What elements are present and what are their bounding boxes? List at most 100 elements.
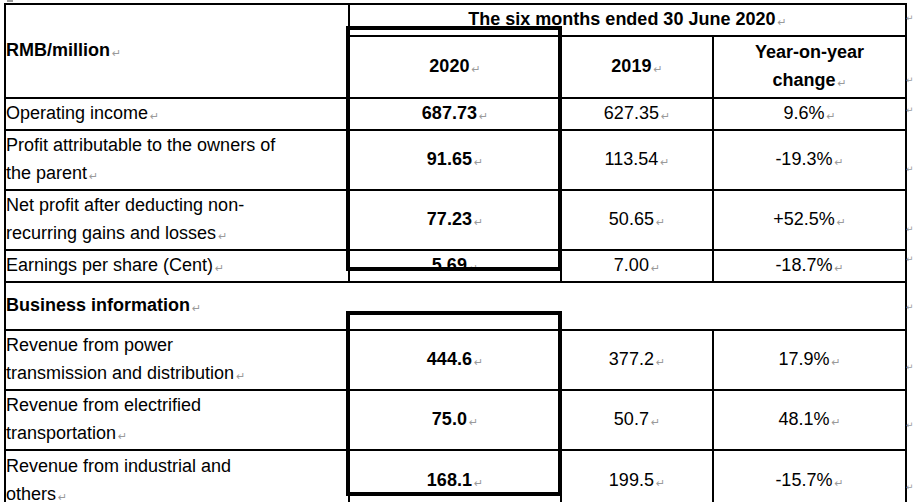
value-change-cell: -18.7%↵: [713, 250, 906, 282]
paragraph-mark-icon: ↵: [777, 16, 786, 28]
column-header-2019-label: 2019: [611, 56, 651, 76]
value-2020-cell: 444.6↵: [349, 330, 561, 390]
value-change: 9.6%: [783, 103, 824, 123]
value-2020-cell: 91.65↵: [349, 130, 561, 190]
row-label-cell: Operating income↵: [5, 98, 349, 130]
value-2020-cell: 168.1↵: [349, 450, 561, 502]
section-header-cell: Business information↵: [5, 282, 906, 330]
financial-results-table: RMB/million↵ The six months ended 30 Jun…: [4, 3, 907, 502]
row-end-mark-icon: ↵: [906, 76, 914, 85]
row-label-cell: Profit attributable to the owners of the…: [5, 130, 349, 190]
paragraph-mark-icon: ↵: [661, 110, 670, 122]
paragraph-mark-icon: ↵: [474, 216, 483, 228]
column-header-2020-label: 2020: [429, 56, 469, 76]
row-label: Revenue from industrial and others: [6, 456, 231, 502]
value-change: 17.9%: [778, 349, 829, 369]
row-end-mark-icon: ↵: [906, 421, 914, 430]
value-2020-cell: 75.0↵: [349, 390, 561, 450]
paragraph-mark-icon: ↵: [112, 47, 121, 59]
column-header-2020: 2020↵: [349, 36, 561, 98]
paragraph-mark-icon: ↵: [58, 491, 67, 502]
table-row: Revenue from power transmission and dist…: [5, 330, 906, 390]
value-2019: 113.54: [605, 149, 659, 169]
paragraph-mark-icon: ↵: [834, 477, 843, 489]
row-label-cell: Earnings per share (Cent)↵: [5, 250, 349, 282]
table-row: Revenue from electrified transportation↵…: [5, 390, 906, 450]
value-2020: 687.73: [422, 103, 477, 123]
value-change: -15.7%: [775, 470, 832, 490]
paragraph-mark-icon: ↵: [215, 262, 224, 274]
column-header-change: Year-on-year change↵: [713, 36, 906, 98]
paragraph-mark-icon: ↵: [474, 356, 483, 368]
value-2019-cell: 199.5↵: [561, 450, 713, 502]
value-change-cell: 48.1%↵: [713, 390, 906, 450]
paragraph-mark-icon: ↵: [656, 356, 665, 368]
table-row: Business information↵: [5, 282, 906, 330]
paragraph-mark-icon: ↵: [834, 262, 843, 274]
paragraph-mark-icon: ↵: [192, 302, 201, 314]
table-row: Operating income↵ 687.73↵ 627.35↵ 9.6%↵: [5, 98, 906, 130]
table-row: Profit attributable to the owners of the…: [5, 130, 906, 190]
row-end-mark-icon: ↵: [906, 255, 914, 264]
value-change: -19.3%: [775, 149, 832, 169]
value-2020-cell: 687.73↵: [349, 98, 561, 130]
paragraph-mark-icon: ↵: [837, 216, 846, 228]
paragraph-mark-icon: ↵: [218, 230, 227, 242]
table-row: Revenue from industrial and others↵ 168.…: [5, 450, 906, 502]
row-label: Revenue from electrified transportation: [6, 395, 201, 443]
value-2019-cell: 627.35↵: [561, 98, 713, 130]
row-end-mark-icon: ↵: [906, 303, 914, 312]
row-label: Net profit after deducting non- recurrin…: [6, 195, 244, 243]
document-page: RMB/million↵ The six months ended 30 Jun…: [0, 0, 915, 502]
value-change-cell: 17.9%↵: [713, 330, 906, 390]
row-end-mark-icon: ↵: [906, 106, 914, 115]
value-2019-cell: 50.7↵: [561, 390, 713, 450]
value-2019: 50.65: [609, 209, 654, 229]
row-end-mark-icon: ↵: [906, 14, 914, 23]
row-end-mark-icon: ↵: [906, 165, 914, 174]
value-change: 48.1%: [778, 409, 829, 429]
value-2020: 5.69: [432, 255, 467, 275]
paragraph-mark-icon: ↵: [469, 262, 478, 274]
row-label-cell: Revenue from power transmission and dist…: [5, 330, 349, 390]
row-end-mark-icon: ↵: [906, 225, 914, 234]
value-2020: 75.0: [432, 409, 467, 429]
column-header-change-label: Year-on-year change: [755, 42, 864, 90]
paragraph-mark-icon: ↵: [150, 110, 159, 122]
paragraph-mark-icon: ↵: [826, 110, 835, 122]
value-2019: 199.5: [609, 470, 654, 490]
period-title-cell: The six months ended 30 June 2020↵: [349, 4, 906, 36]
value-2020: 77.23: [427, 209, 472, 229]
table-row: Earnings per share (Cent)↵ 5.69↵ 7.00↵ -…: [5, 250, 906, 282]
paragraph-mark-icon: ↵: [656, 477, 665, 489]
table-row: Net profit after deducting non- recurrin…: [5, 190, 906, 250]
paragraph-mark-icon: ↵: [471, 63, 480, 75]
row-label: Earnings per share (Cent): [6, 255, 213, 275]
paragraph-mark-icon: ↵: [118, 430, 127, 442]
paragraph-mark-icon: ↵: [834, 156, 843, 168]
paragraph-mark-icon: ↵: [653, 63, 662, 75]
value-2019: 377.2: [609, 349, 654, 369]
paragraph-mark-icon: ↵: [651, 416, 660, 428]
row-label: Profit attributable to the owners of the…: [6, 135, 275, 183]
paragraph-mark-icon: ↵: [474, 477, 483, 489]
value-change-cell: +52.5%↵: [713, 190, 906, 250]
period-title: The six months ended 30 June 2020: [468, 9, 775, 29]
value-2019: 50.7: [614, 409, 649, 429]
value-2019: 7.00: [614, 255, 649, 275]
paragraph-mark-icon: ↵: [831, 356, 840, 368]
value-2019-cell: 377.2↵: [561, 330, 713, 390]
value-2020: 91.65: [427, 149, 472, 169]
row-label-cell: Net profit after deducting non- recurrin…: [5, 190, 349, 250]
row-label: Operating income: [6, 103, 148, 123]
section-header: Business information: [6, 295, 190, 315]
row-label-cell: Revenue from industrial and others↵: [5, 450, 349, 502]
row-end-mark-icon: ↵: [906, 363, 914, 372]
value-change-cell: -15.7%↵: [713, 450, 906, 502]
paragraph-mark-icon: ↵: [651, 262, 660, 274]
row-end-mark-icon: ↵: [906, 483, 914, 492]
value-change: -18.7%: [775, 255, 832, 275]
value-change-cell: 9.6%↵: [713, 98, 906, 130]
unit-label-cell: RMB/million↵: [5, 4, 349, 98]
value-change: +52.5%: [773, 209, 835, 229]
